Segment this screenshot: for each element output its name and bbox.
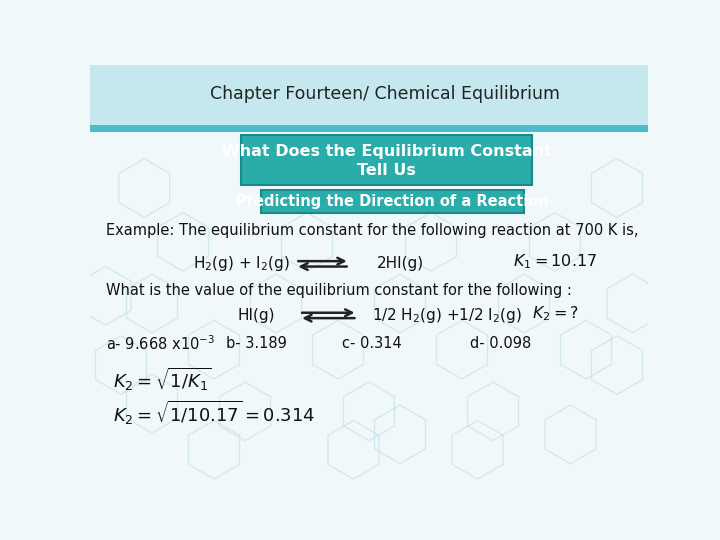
Text: $K_2 = ?$: $K_2 = ?$ (531, 304, 578, 323)
Text: $K_2 = \sqrt{1/K_1}$: $K_2 = \sqrt{1/K_1}$ (113, 366, 212, 393)
Text: c- 0.314: c- 0.314 (342, 336, 402, 351)
FancyBboxPatch shape (261, 190, 524, 213)
Text: Predicting the Direction of a Reaction: Predicting the Direction of a Reaction (236, 194, 549, 210)
Text: $K_2 = \sqrt{1/10.17} = 0.314$: $K_2 = \sqrt{1/10.17} = 0.314$ (113, 399, 315, 427)
Text: 2HI(g): 2HI(g) (377, 256, 423, 271)
Text: HI(g): HI(g) (238, 308, 275, 322)
Text: Tell Us: Tell Us (357, 163, 416, 178)
Text: What Does the Equilibrium Constant: What Does the Equilibrium Constant (222, 144, 552, 159)
Text: What is the value of the equilibrium constant for the following :: What is the value of the equilibrium con… (106, 283, 572, 298)
Text: b- 3.189: b- 3.189 (225, 336, 287, 351)
Bar (90, 65, 648, 125)
Text: d- 0.098: d- 0.098 (469, 336, 531, 351)
Text: a- 9.668 x10$^{-3}$: a- 9.668 x10$^{-3}$ (106, 334, 215, 353)
FancyBboxPatch shape (241, 135, 532, 185)
Text: Chapter Fourteen/ Chemical Equilibrium: Chapter Fourteen/ Chemical Equilibrium (210, 85, 559, 103)
Text: $K_1 = 10.17$: $K_1 = 10.17$ (513, 253, 597, 271)
Text: H$_2$(g) + I$_2$(g): H$_2$(g) + I$_2$(g) (193, 254, 289, 273)
Bar (90, 125, 648, 132)
Text: Example: The equilibrium constant for the following reaction at 700 K is,: Example: The equilibrium constant for th… (106, 223, 638, 238)
Text: 1/2 H$_2$(g) +1/2 I$_2$(g): 1/2 H$_2$(g) +1/2 I$_2$(g) (372, 306, 521, 325)
